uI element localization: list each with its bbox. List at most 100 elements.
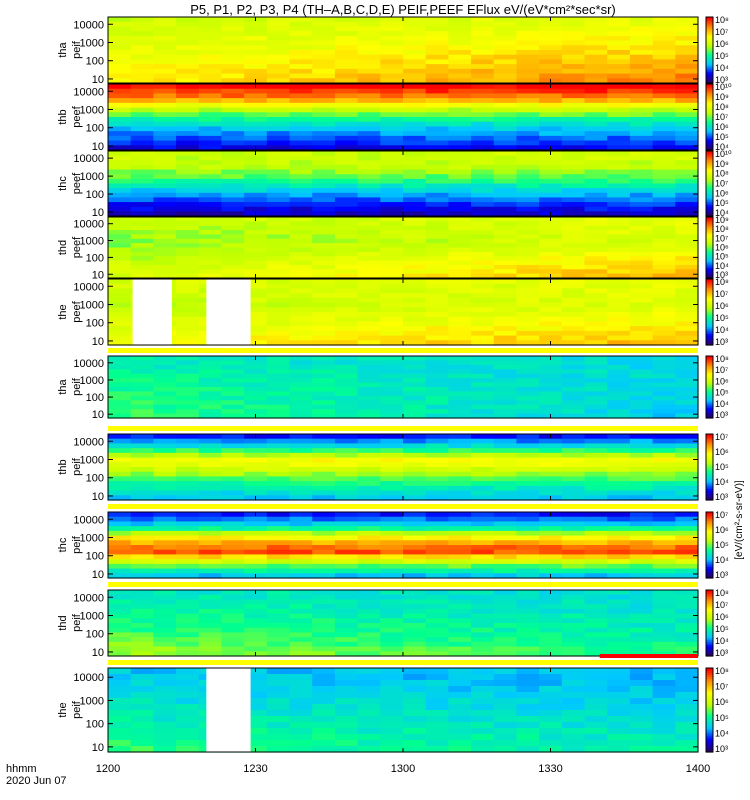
heatmap-cell <box>629 31 654 37</box>
heatmap-cell <box>130 164 154 171</box>
heatmap-cell <box>289 734 313 741</box>
heatmap-cell <box>266 279 291 285</box>
colorbar-step <box>706 312 713 315</box>
colorbar-step <box>706 102 713 105</box>
heatmap-cell <box>561 256 586 262</box>
colorbar-tick-label: 10⁶ <box>715 447 729 457</box>
heatmap-cell <box>108 740 132 747</box>
heatmap-cell <box>289 481 313 487</box>
heatmap-cell <box>130 734 154 741</box>
heatmap-cell <box>516 174 540 180</box>
colorbar-step <box>706 609 713 613</box>
heatmap-cell <box>153 387 177 393</box>
heatmap-cell <box>108 710 132 717</box>
heatmap-cell <box>153 467 177 473</box>
heatmap-cell <box>312 217 336 222</box>
heatmap-cell <box>607 395 631 401</box>
heatmap-cell <box>266 264 291 270</box>
heatmap-cell <box>244 471 268 478</box>
heatmap-cell <box>516 73 540 79</box>
heatmap-cell <box>471 613 495 619</box>
heatmap-cell <box>312 387 336 393</box>
colorbar-step <box>706 618 713 621</box>
colorbar-step <box>706 642 713 646</box>
heatmap-cell <box>493 360 518 366</box>
heatmap-cell <box>471 680 495 687</box>
colorbar-step <box>706 288 713 292</box>
heatmap-cell <box>130 413 154 419</box>
heatmap-cell <box>357 26 381 32</box>
heatmap-cell <box>266 409 291 415</box>
heatmap-cell <box>130 692 154 699</box>
heatmap-cell <box>425 221 449 227</box>
heatmap-cell <box>539 686 563 693</box>
heatmap-cell <box>176 627 200 634</box>
colorbar-step <box>706 285 713 288</box>
heatmap-cell <box>425 188 449 194</box>
heatmap-cell <box>516 256 540 262</box>
heatmap-cell <box>584 251 608 257</box>
heatmap-cell <box>380 17 404 23</box>
heatmap-cell <box>539 710 563 717</box>
heatmap-cell <box>675 50 699 56</box>
heatmap-cell <box>244 221 268 227</box>
heatmap-cell <box>629 716 654 723</box>
heatmap-cell <box>176 211 200 217</box>
heatmap-cell <box>357 217 381 222</box>
heatmap-cell <box>584 618 608 624</box>
heatmap-cell <box>312 131 336 137</box>
heatmap-cell <box>448 360 472 366</box>
heatmap-cell <box>516 40 540 46</box>
heatmap-cell <box>153 155 177 161</box>
heatmap-cell <box>675 26 699 32</box>
y-tick-label: 1000 <box>80 695 104 707</box>
heatmap-cell <box>221 188 245 194</box>
colorbar-step <box>706 707 713 711</box>
colorbar-step <box>706 473 713 476</box>
heatmap-cell <box>266 307 291 313</box>
heatmap-cell <box>652 618 676 624</box>
heatmap-cell <box>584 293 608 299</box>
heatmap-cell <box>607 312 631 318</box>
heatmap-cell <box>675 568 699 574</box>
colorbar-tick-label: 10⁷ <box>715 289 728 299</box>
heatmap-cell <box>334 530 359 537</box>
heatmap-cell <box>108 618 132 624</box>
heatmap-cell <box>584 335 608 341</box>
heatmap-cell <box>425 59 449 65</box>
heatmap-cell <box>266 135 291 142</box>
heatmap-cell <box>130 126 154 132</box>
heatmap-cell <box>108 549 132 556</box>
heatmap-cell <box>176 321 200 327</box>
heatmap-cell <box>357 54 381 61</box>
colorbar-step <box>706 371 713 374</box>
heatmap-cell <box>312 164 336 171</box>
heatmap-cell <box>584 573 608 579</box>
heatmap-cell <box>403 93 427 99</box>
heatmap-cell <box>675 481 699 487</box>
x-tick-label: 1400 <box>686 763 710 775</box>
heatmap-cell <box>176 651 200 657</box>
heatmap-cell <box>244 31 268 37</box>
heatmap-cell <box>266 26 291 32</box>
heatmap-cell <box>357 93 381 99</box>
heatmap-cell <box>312 651 336 657</box>
heatmap-cell <box>425 183 449 189</box>
heatmap-cell <box>244 288 268 294</box>
heatmap-cell <box>198 217 223 222</box>
heatmap-cell <box>425 485 449 492</box>
heatmap-cell <box>289 183 313 189</box>
heatmap-cell <box>652 490 676 496</box>
heatmap-cell <box>448 590 472 596</box>
heatmap-cell <box>380 93 404 99</box>
heatmap-cell <box>675 448 699 454</box>
heatmap-cell <box>561 674 586 681</box>
heatmap-cell <box>425 568 449 574</box>
heatmap-cell <box>130 404 154 410</box>
heatmap-cell <box>334 391 359 397</box>
heatmap-cell <box>516 563 540 570</box>
heatmap-cell <box>221 521 245 527</box>
heatmap-cell <box>493 651 518 657</box>
heatmap-cell <box>108 117 132 123</box>
heatmap-cell <box>607 321 631 327</box>
